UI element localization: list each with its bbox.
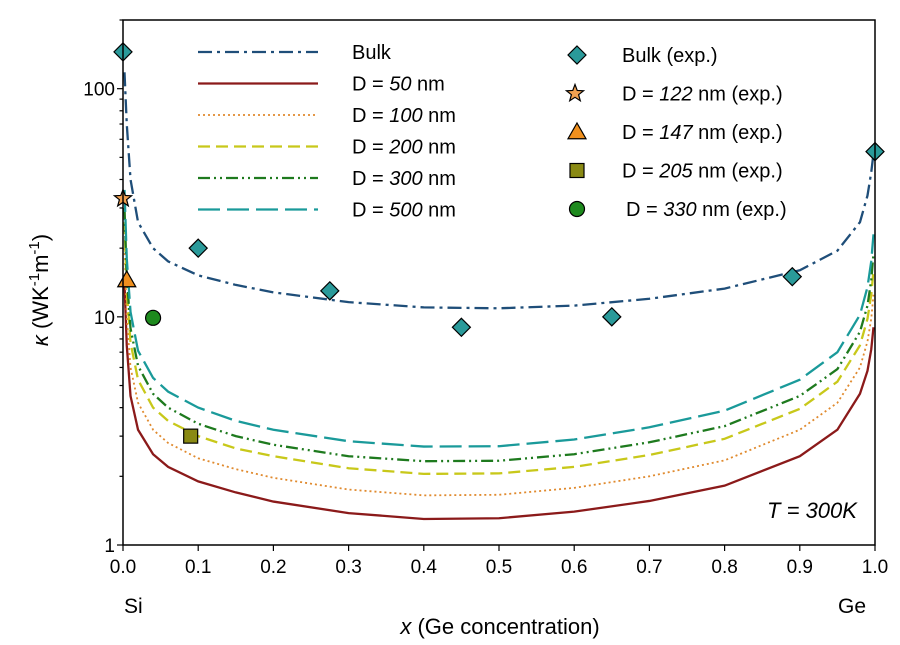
x-tick-label: 0.4	[411, 557, 438, 578]
end-label-si: Si	[124, 595, 143, 618]
data-point-d-330-nm-exp	[144, 309, 162, 326]
end-label-ge: Ge	[838, 595, 866, 618]
x-tick-label: 0.7	[636, 557, 662, 578]
y-tick-label: 10	[94, 308, 115, 329]
legend-label-bulk: Bulk	[352, 42, 392, 64]
legend-label-d-147-nm-exp: D = 147 nm (exp.)	[622, 122, 783, 144]
x-tick-label: 0.9	[787, 557, 813, 578]
data-point-bulk-exp	[319, 280, 340, 301]
legend-marker-d-330-nm-exp	[568, 200, 586, 218]
data-point-d-205-nm-exp	[183, 428, 199, 444]
series-line-bulk	[123, 72, 875, 310]
legend-label-d-500-nm: D = 500 nm	[352, 200, 456, 222]
legend-label-bulk-exp: Bulk (exp.)	[622, 45, 718, 67]
legend-label-d-200-nm: D = 200 nm	[352, 137, 456, 159]
legend-label-d-300-nm: D = 300 nm	[352, 168, 456, 190]
data-point-bulk-exp	[601, 306, 622, 327]
series-line-d-50-nm	[123, 283, 875, 521]
legend-marker-d-205-nm-exp	[569, 162, 585, 179]
x-tick-label: 0.1	[185, 557, 211, 578]
data-point-bulk-exp	[188, 238, 209, 259]
series-line-d-300-nm	[123, 207, 875, 463]
tick-layer: 0.0 0.1 0.2 0.3 0.4 0.5 0.6 0.7 0.8 0.9 1.0 1 10 100	[83, 19, 888, 578]
x-tick-label: 0.6	[561, 557, 587, 578]
series-line-d-100-nm	[123, 248, 875, 497]
curve-layer	[123, 72, 875, 521]
legend-label-d-50-nm: D = 50 nm	[352, 74, 445, 96]
x-tick-label: 0.2	[260, 557, 286, 578]
points-layer	[112, 42, 885, 444]
y-tick-label: 100	[83, 80, 115, 101]
x-axis-title: x (Ge concentration)	[399, 614, 599, 639]
legend-label-d-330-nm-exp: D = 330 nm (exp.)	[626, 199, 787, 221]
annotation-temperature: T = 300K	[767, 498, 858, 523]
x-tick-label: 0.3	[335, 557, 361, 578]
data-point-bulk-exp	[782, 266, 803, 287]
series-line-d-500-nm	[123, 189, 875, 448]
data-point-bulk-exp	[451, 317, 472, 338]
x-tick-label: 0.5	[486, 557, 512, 578]
legend-marker-bulk-exp	[567, 45, 587, 65]
legend-label-d-122-nm-exp: D = 122 nm (exp.)	[622, 84, 783, 106]
legend-marker-d-147-nm-exp	[566, 121, 588, 140]
data-point-d-147-nm-exp	[116, 269, 137, 288]
legend-marker-d-122-nm-exp	[564, 82, 586, 103]
y-tick-label: 1	[104, 536, 115, 557]
legend-label-d-100-nm: D = 100 nm	[352, 105, 456, 127]
series-line-d-200-nm	[123, 222, 875, 476]
x-tick-label: 0.8	[711, 557, 737, 578]
y-axis-title: κ (WK-1m-1)	[26, 234, 53, 346]
legend: Bulk D = 50 nm D = 100 nm D = 200 nm D = 300…	[198, 42, 787, 222]
x-tick-label: 1.0	[862, 557, 888, 578]
legend-label-d-205-nm-exp: D = 205 nm (exp.)	[622, 161, 783, 183]
x-tick-label: 0.0	[110, 557, 136, 578]
